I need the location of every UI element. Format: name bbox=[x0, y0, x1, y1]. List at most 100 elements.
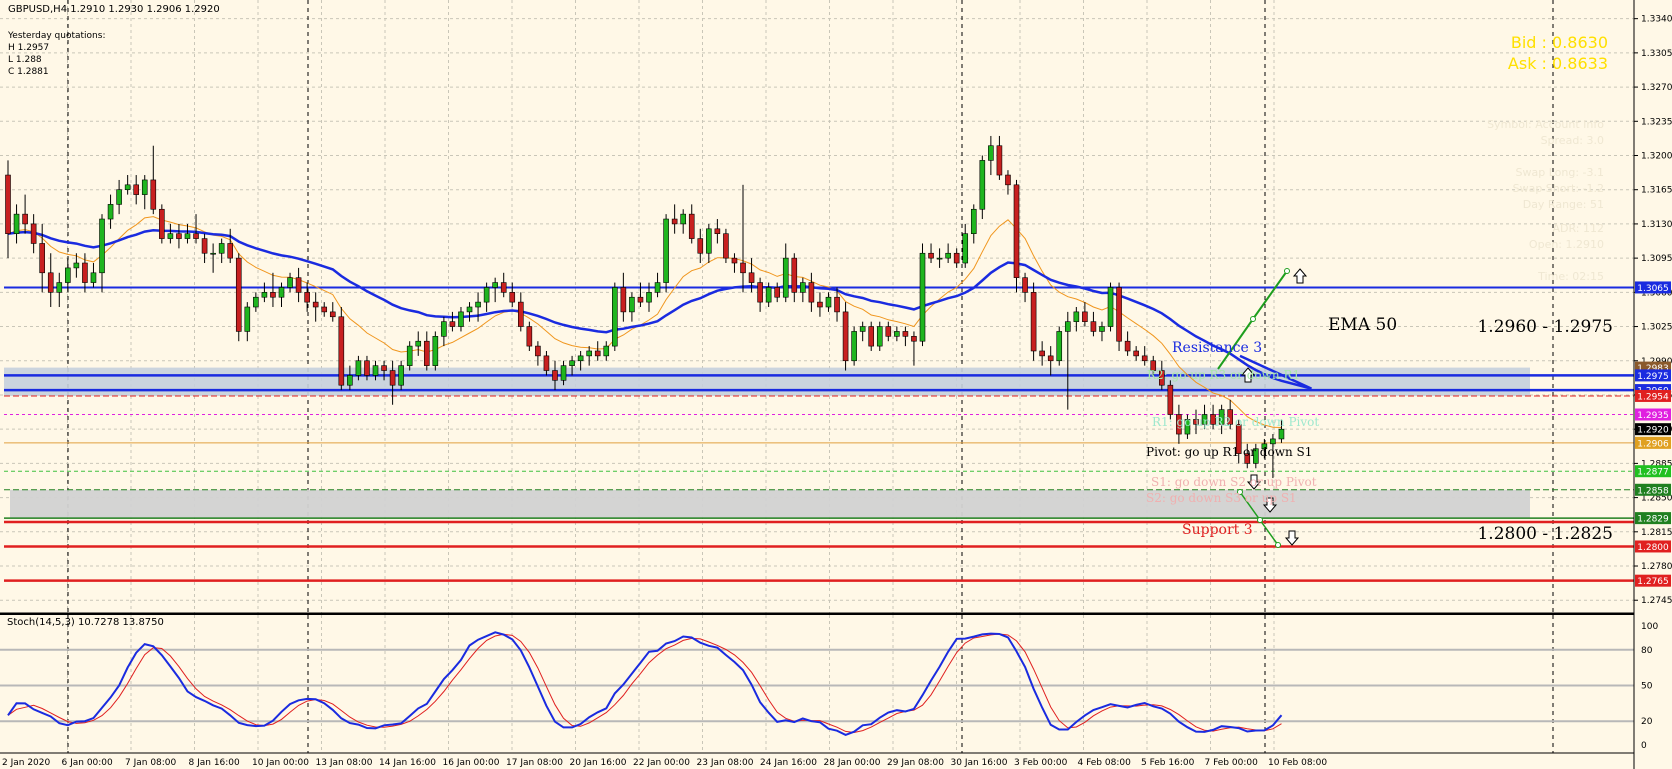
candle-137 bbox=[1176, 404, 1182, 444]
candle-56 bbox=[483, 282, 490, 312]
candle-body bbox=[124, 184, 131, 191]
resistance-range-label: 1.2960 - 1.2975 bbox=[1477, 317, 1613, 337]
candle-36 bbox=[312, 292, 319, 322]
candle-body bbox=[868, 326, 875, 347]
candle-117 bbox=[1005, 170, 1011, 195]
candle-body bbox=[782, 257, 789, 298]
x-tick-label-6: 14 Jan 16:00 bbox=[379, 758, 436, 768]
candle-47 bbox=[406, 341, 413, 371]
candle-3 bbox=[30, 214, 37, 254]
tag-resistance-zone-top-text: 1.2983 bbox=[1637, 364, 1669, 374]
candle-18 bbox=[159, 204, 165, 244]
candle-121 bbox=[1039, 341, 1045, 366]
candle-body bbox=[1005, 174, 1011, 186]
tag-support-lower-text: 1.2765 bbox=[1637, 577, 1669, 587]
candle-body bbox=[979, 160, 986, 210]
candle-body bbox=[970, 208, 977, 234]
stoch-tick-label-2: 50 bbox=[1641, 682, 1653, 692]
candle-9 bbox=[82, 253, 88, 293]
tag-r2-bg bbox=[1635, 389, 1671, 402]
candle-26 bbox=[227, 228, 234, 264]
candle-body bbox=[1227, 409, 1233, 425]
candle-body bbox=[612, 287, 618, 347]
candle-body bbox=[1133, 350, 1139, 357]
candle-28 bbox=[244, 302, 251, 342]
candle-body bbox=[1013, 184, 1020, 278]
candle-body bbox=[227, 243, 234, 259]
candle-114 bbox=[979, 155, 986, 220]
candle-body bbox=[295, 277, 302, 293]
candle-body bbox=[99, 218, 105, 274]
candle-body bbox=[834, 296, 840, 313]
candle-body bbox=[483, 287, 490, 303]
support-range-label: 1.2800 - 1.2825 bbox=[1477, 524, 1613, 544]
candle-body bbox=[312, 301, 319, 308]
candle-142 bbox=[1218, 404, 1225, 435]
y-tick-label-2: 1.3270 bbox=[1641, 83, 1672, 93]
candle-140 bbox=[1201, 404, 1208, 430]
down-arrow-3 bbox=[1284, 530, 1300, 546]
y-tick-label-13: 1.2885 bbox=[1641, 459, 1672, 469]
candle-body bbox=[107, 204, 114, 220]
candle-body bbox=[381, 365, 387, 371]
candle-129 bbox=[1107, 282, 1114, 332]
info-line-8: Time: 02:15 bbox=[1537, 270, 1604, 283]
candle-body bbox=[321, 306, 328, 313]
time-scale bbox=[0, 753, 1634, 769]
y-tick-label-9: 1.3025 bbox=[1641, 323, 1672, 333]
candle-57 bbox=[492, 277, 498, 303]
x-tick-label-3: 8 Jan 16:00 bbox=[189, 758, 241, 768]
candle-body bbox=[774, 287, 781, 298]
r1-label: R1: go up R2 or down Pivot bbox=[1152, 415, 1319, 429]
candle-132 bbox=[1133, 346, 1139, 361]
candle-body bbox=[406, 345, 413, 366]
candle-body bbox=[671, 218, 678, 225]
candle-145 bbox=[1244, 443, 1251, 469]
candle-body bbox=[1167, 384, 1174, 415]
candle-body bbox=[261, 292, 268, 298]
candle-body bbox=[244, 306, 251, 332]
candle-63 bbox=[543, 350, 550, 376]
candle-body bbox=[706, 228, 712, 254]
candle-120 bbox=[1030, 282, 1037, 361]
candle-body bbox=[569, 360, 575, 366]
candle-60 bbox=[517, 292, 524, 332]
candle-17 bbox=[150, 145, 157, 215]
candle-81 bbox=[697, 228, 704, 264]
candle-4 bbox=[39, 223, 45, 293]
up-arrow-1 bbox=[1292, 268, 1308, 284]
support-zone bbox=[10, 489, 1530, 519]
candle-body bbox=[278, 287, 285, 298]
candle-body bbox=[423, 340, 430, 366]
candle-135 bbox=[1159, 360, 1165, 391]
candle-body bbox=[996, 145, 1003, 176]
candle-29 bbox=[253, 292, 259, 312]
x-tick-label-9: 20 Jan 16:00 bbox=[570, 758, 627, 768]
y-tick-label-0: 1.3340 bbox=[1641, 15, 1672, 25]
y-tick-label-17: 1.2745 bbox=[1641, 596, 1672, 606]
candle-38 bbox=[329, 302, 336, 322]
candle-14 bbox=[124, 175, 131, 195]
candle-146 bbox=[1253, 443, 1259, 469]
tag-support-zone-top-text: 1.2829 bbox=[1637, 515, 1669, 525]
candle-34 bbox=[295, 267, 302, 303]
y-tick-label-3: 1.3235 bbox=[1641, 117, 1672, 127]
candle-body bbox=[637, 296, 644, 303]
candle-body bbox=[1030, 292, 1037, 352]
candle-body bbox=[389, 370, 396, 386]
candle-44 bbox=[381, 360, 387, 381]
candle-body bbox=[953, 252, 960, 264]
y-tick-label-1: 1.3305 bbox=[1641, 49, 1672, 59]
stoch-title: Stoch(14,5,3) 10.7278 13.8750 bbox=[7, 617, 164, 628]
candle-body bbox=[509, 292, 516, 303]
candle-21 bbox=[184, 223, 191, 244]
candle-45 bbox=[389, 360, 396, 405]
candle-body bbox=[825, 296, 832, 308]
candle-12 bbox=[107, 194, 114, 229]
tag-blue-level-bg bbox=[1635, 281, 1671, 294]
candle-body bbox=[1201, 414, 1208, 425]
candle-65 bbox=[560, 360, 567, 386]
candle-body bbox=[364, 360, 370, 376]
tag-blue-level-text: 1.3065 bbox=[1637, 284, 1669, 294]
s2-label: S2: go down S3 or up S1 bbox=[1146, 491, 1297, 505]
